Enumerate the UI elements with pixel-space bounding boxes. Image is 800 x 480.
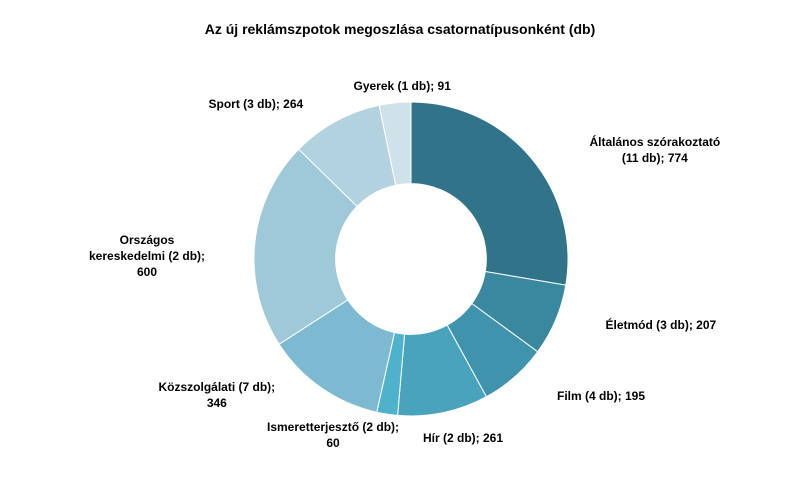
slice-label-4: Ismeretterjesztő (2 db); 60 xyxy=(267,419,399,451)
slice-label-1: Életmód (3 db); 207 xyxy=(606,317,717,333)
donut-slice-0 xyxy=(410,101,569,286)
slice-label-7: Sport (3 db); 264 xyxy=(209,96,304,112)
slice-label-line: Gyerek (1 db); 91 xyxy=(353,79,451,93)
slice-label-line: 346 xyxy=(206,396,227,410)
slice-label-8: Gyerek (1 db); 91 xyxy=(354,78,451,94)
slice-label-5: Közszolgálati (7 db); 346 xyxy=(159,379,276,411)
slice-label-line: Hír (2 db); 261 xyxy=(423,431,504,445)
slice-label-line: Sport (3 db); 264 xyxy=(208,97,304,111)
slice-label-line: Életmód (3 db); 207 xyxy=(605,318,717,332)
slice-label-line: Általános szórakoztató xyxy=(589,135,721,149)
chart-title: Az új reklámszpotok megoszlása csatornat… xyxy=(204,21,596,37)
slice-label-line: Közszolgálati (7 db); xyxy=(158,380,276,394)
slice-label-line: kereskedelmi (2 db); xyxy=(89,249,206,263)
slice-label-line: (11 db); 774 xyxy=(621,151,688,165)
donut-slice-6 xyxy=(253,148,358,345)
slice-label-line: Film (4 db); 195 xyxy=(557,389,646,403)
donut-slice-8 xyxy=(378,101,412,186)
slice-label-line: 60 xyxy=(326,436,340,450)
slice-label-0: Általános szórakoztató (11 db); 774 xyxy=(590,134,721,166)
slice-label-6: Országos kereskedelmi (2 db); 600 xyxy=(89,232,205,280)
slice-label-2: Film (4 db); 195 xyxy=(557,388,645,404)
slice-label-line: 600 xyxy=(137,265,158,279)
slice-label-line: Ismeretterjesztő (2 db); xyxy=(267,420,400,434)
slice-label-line: Országos xyxy=(119,233,175,247)
slice-label-3: Hír (2 db); 261 xyxy=(423,430,503,446)
